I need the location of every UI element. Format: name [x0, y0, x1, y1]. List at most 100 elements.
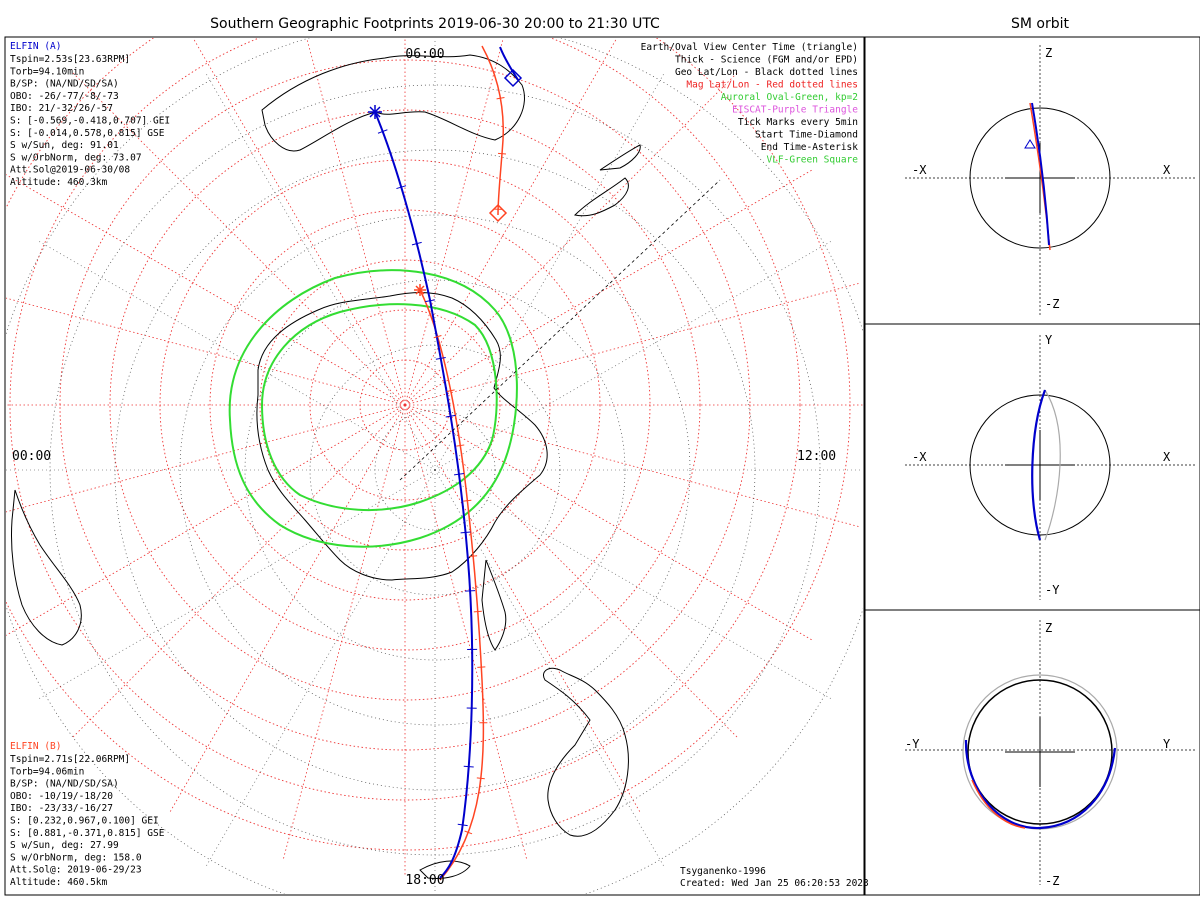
legend-entry: Mag Lat/Lon - Red dotted lines: [686, 80, 858, 91]
legend-entry: Geo Lat/Lon - Black dotted lines: [675, 67, 858, 78]
elfin-a-tick-mark: [435, 356, 446, 360]
legend-entry: Thick - Science (FGM and/or EPD): [675, 55, 858, 66]
elfin-b-info-line: S w/OrbNorm, deg: 158.0: [10, 852, 142, 863]
elfin-a-tick-mark: [396, 185, 407, 190]
elfin-b-info-line: S w/Sun, deg: 27.99: [10, 840, 119, 851]
antarctica-outline: [256, 292, 548, 581]
geo-lon-line: [434, 239, 834, 471]
elfin-a-info-line: Torb=94.10min: [10, 66, 84, 77]
legend: Earth/Oval View Center Time (triangle) Th…: [641, 42, 859, 166]
legend-entry: Auroral Oval-Green, kp=2: [721, 92, 858, 103]
mag-lat-lon-grid: [6, 38, 863, 875]
orbit-panel-xz-frame: [864, 36, 1200, 325]
elfin-a-info-line: B/SP: (NA/ND/SD/SA): [10, 79, 119, 90]
elfin-a-start-diamond: [503, 68, 523, 88]
elfin-b-tick-mark: [476, 777, 485, 780]
orbit-panel-yz-top: Z: [1045, 621, 1052, 635]
new-zealand-outline: [573, 144, 641, 217]
elfin-b-info-line: Att.Sol@: 2019-06-29/23: [10, 865, 142, 876]
elfin-b-tick-mark: [463, 499, 472, 502]
geo-lat-lon-grid: [6, 38, 863, 894]
view-center-line: [399, 179, 721, 481]
elfin-a-info: ELFIN (A) Tspin=2.53s[23.63RPM]Torb=94.1…: [10, 41, 170, 188]
mag-lon-line: [282, 404, 406, 860]
geo-lon-line: [434, 71, 666, 471]
model-label: Tsyganenko-1996: [680, 866, 766, 877]
legend-entry: Start Time-Diamond: [755, 130, 858, 141]
elfin-a-tick-mark: [425, 299, 436, 303]
elfin-b-info-line: Torb=94.06min: [10, 766, 84, 777]
mag-lon-line: [404, 72, 738, 406]
elfin-a-header: ELFIN (A): [10, 41, 61, 52]
elfin-b-info-line: IBO: -23/33/-16/27: [10, 803, 113, 814]
elfin-a-info-line: S w/OrbNorm, deg: 73.07: [10, 152, 142, 163]
elfin-b-info-line: B/SP: (NA/ND/SD/SA): [10, 779, 119, 790]
mag-lon-line: [404, 282, 860, 406]
orbit-panel-xy-bottom: -Y: [1045, 583, 1060, 597]
mag-lon-line: [306, 38, 406, 406]
elfin-b-info-line: Tspin=2.71s[22.06RPM]: [10, 754, 130, 765]
geo-lon-line: [434, 469, 666, 869]
orbit-panel-xy-right: X: [1163, 450, 1171, 464]
auroral-oval-outer: [228, 269, 518, 548]
elfin-a-info-line: Tspin=2.53s[23.63RPM]: [10, 54, 130, 65]
elfin-a-tick-mark: [453, 473, 465, 476]
elfin-b-info-line: S: [0.881,-0.371,0.815] GSE: [10, 828, 165, 839]
elfin-b-end-asterisk: [414, 284, 426, 296]
geo-lon-line: [36, 469, 436, 701]
mag-lat-circle: [109, 109, 701, 701]
mag-lat-circle: [209, 209, 601, 601]
mag-lon-line: [6, 297, 406, 406]
elfin-b-info-line: OBO: -10/19/-18/20: [10, 791, 113, 802]
elfin-a-tick-mark: [411, 241, 422, 246]
orbit-panel-xz-bottom: -Z: [1045, 297, 1059, 311]
geo-lon-line: [36, 239, 436, 471]
mag-lon-line: [169, 404, 406, 813]
sm-orbit-panels: -X X Z -Z -X X Y -Y: [864, 36, 1200, 896]
orbit-panel-yz-bottom: -Z: [1045, 874, 1059, 888]
elfin-a-info-line: Att.Sol@2019-06-30/08: [10, 165, 130, 176]
geo-lat-circle: [244, 279, 626, 661]
mag-lon-line: [6, 174, 406, 406]
orbit-panel-yz-right: Y: [1163, 737, 1171, 751]
antarctic-peninsula-outline: [481, 559, 507, 651]
legend-entry: End Time-Asterisk: [761, 142, 859, 153]
elfin-b-header: ELFIN (B): [10, 741, 61, 752]
elfin-b-start-diamond: [488, 203, 508, 223]
mag-lon-line: [192, 38, 406, 406]
africa-outline: [11, 489, 82, 646]
elfin-a-info-line: Altitude: 460.3km: [10, 177, 108, 188]
mag-lon-line: [404, 404, 641, 813]
auroral-ovals: [228, 269, 518, 548]
geo-lon-line: [204, 71, 436, 471]
elfin-a-info-line: IBO: 21/-32/26/-57: [10, 103, 113, 114]
geo-lon-line: [204, 469, 436, 869]
auroral-oval-inner: [260, 303, 498, 512]
elfin-b-tick-mark: [446, 389, 455, 392]
elfin-b-info-line: Altitude: 460.5km: [10, 877, 108, 888]
orbit-panel-xz: -X X Z -Z: [905, 45, 1195, 315]
orbit-panel-xy: -X X Y -Y: [905, 333, 1195, 600]
legend-entry: EISCAT-Purple Triangle: [732, 105, 858, 116]
mag-lat-circle: [9, 38, 801, 801]
geo-lat-circle: [179, 214, 691, 726]
mlt-label-bottom: 18:00: [405, 873, 444, 888]
legend-entry: Tick Marks every 5min: [738, 117, 858, 128]
orbit-panel-yz-left: -Y: [905, 737, 920, 751]
elfin-a-footprint-track: [374, 46, 519, 879]
elfin-b-info: ELFIN (B) Tspin=2.71s[22.06RPM]Torb=94.0…: [10, 741, 165, 888]
orbit-panel-yz-frame: [864, 609, 1200, 896]
legend-entry: Earth/Oval View Center Time (triangle): [641, 42, 858, 53]
map-frame: [4, 36, 865, 896]
mag-lat-circle: [309, 309, 501, 501]
elfin-a-tick-mark: [457, 823, 468, 827]
elfin-b-tick-mark: [497, 152, 507, 155]
orbit-panel-xy-left: -X: [912, 450, 927, 464]
mlt-label-top: 06:00: [405, 47, 444, 62]
orbit-title: SM orbit: [1011, 16, 1070, 32]
elfin-b-tick-mark: [496, 97, 505, 100]
elfin-a-end-asterisk: [368, 105, 382, 119]
mlt-label-right: 12:00: [797, 449, 836, 464]
elfin-b-tick-mark: [473, 610, 482, 613]
